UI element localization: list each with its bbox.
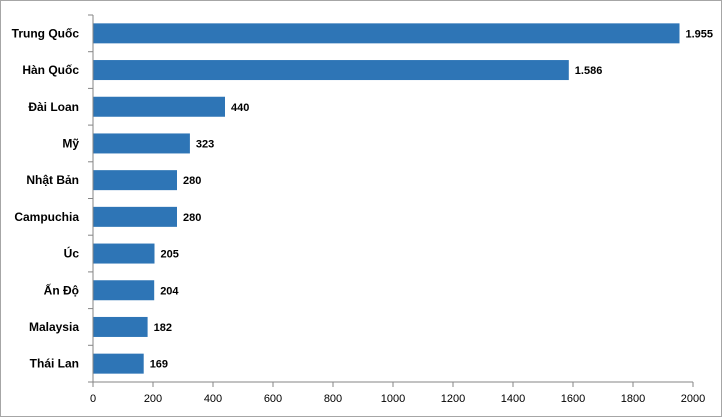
x-tick-label: 800 — [324, 393, 342, 405]
data-label: 280 — [183, 212, 201, 224]
category-label: Nhật Bản — [26, 173, 79, 187]
bar — [93, 170, 177, 191]
x-tick-label: 1800 — [621, 393, 645, 405]
x-tick-label: 1200 — [441, 393, 465, 405]
category-label: Mỹ — [62, 136, 79, 150]
x-tick-label: 2000 — [681, 393, 705, 405]
category-label: Úc — [64, 246, 80, 261]
category-label: Thái Lan — [30, 357, 79, 371]
bar — [93, 206, 177, 227]
data-label: 280 — [183, 175, 201, 187]
bar — [93, 23, 680, 44]
data-label: 323 — [196, 138, 214, 150]
category-label: Đài Loan — [28, 100, 79, 114]
data-label: 440 — [231, 102, 249, 114]
bar — [93, 60, 569, 81]
category-label: Hàn Quốc — [22, 63, 79, 77]
bar — [93, 280, 155, 301]
bar — [93, 316, 148, 337]
category-label: Trung Quốc — [12, 26, 80, 40]
bar — [93, 133, 190, 154]
plot-area: 1.955 Trung Quốc 1.586 Hàn Quốc 440 Đài Loan 3… — [12, 14, 714, 405]
data-label: 204 — [160, 285, 179, 297]
category-label: Malaysia — [29, 320, 79, 334]
data-label: 205 — [161, 249, 179, 261]
category-label: Ấn Độ — [44, 282, 79, 297]
data-label: 169 — [150, 359, 168, 371]
bar — [93, 353, 144, 374]
data-label: 182 — [154, 322, 172, 334]
x-tick-label: 1400 — [501, 393, 525, 405]
x-tick-label: 1600 — [561, 393, 585, 405]
bar — [93, 96, 225, 117]
x-tick-label: 400 — [204, 393, 222, 405]
x-tick-label: 0 — [90, 393, 96, 405]
x-tick-label: 1000 — [381, 393, 405, 405]
x-tick-label: 600 — [264, 393, 282, 405]
x-tick-label: 200 — [144, 393, 162, 405]
data-label: 1.955 — [686, 28, 714, 40]
category-label: Campuchia — [14, 210, 79, 224]
data-label: 1.586 — [575, 65, 603, 77]
bar — [93, 243, 155, 264]
